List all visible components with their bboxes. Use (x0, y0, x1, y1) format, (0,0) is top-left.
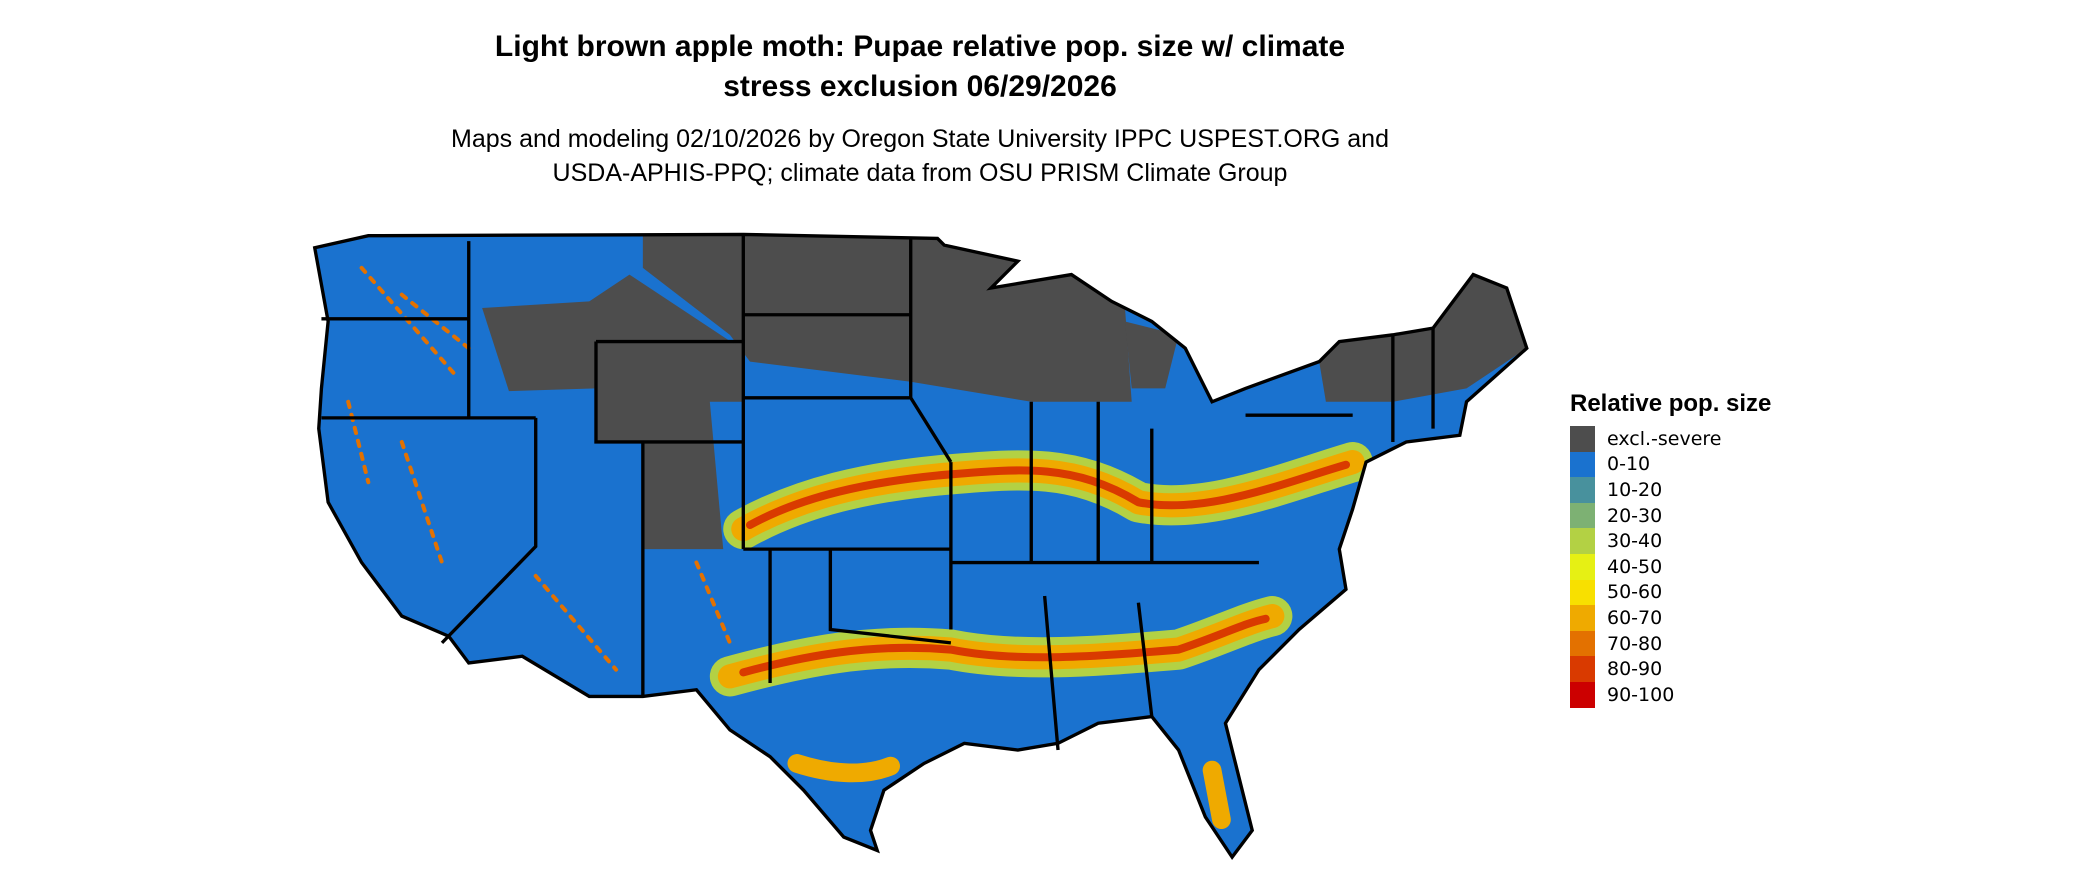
legend-swatch (1570, 681, 1595, 708)
legend-swatch (1570, 656, 1595, 682)
legend-swatch (1570, 553, 1595, 580)
legend-label: excl.-severe (1607, 427, 1722, 450)
excluded-region-northeast (1319, 274, 1527, 402)
band-west-speckle (346, 265, 732, 672)
legend-swatch (1570, 477, 1595, 503)
legend-swatch (1570, 579, 1595, 606)
legend-swatch (1570, 528, 1595, 554)
title-line-2: stress exclusion 06/29/2026 (723, 70, 1117, 103)
legend-swatch (1570, 502, 1595, 529)
legend-item: 10-20 (1570, 477, 1771, 503)
legend-item: 40-50 (1570, 553, 1771, 580)
legend-item: 30-40 (1570, 528, 1771, 554)
legend-swatch (1570, 451, 1595, 478)
legend-label: 70-80 (1607, 632, 1663, 655)
legend-swatch (1570, 630, 1595, 657)
state-boundaries (313, 232, 1529, 859)
subtitle-line-2: USDA-APHIS-PPQ; climate data from OSU PR… (552, 159, 1288, 187)
legend-item: 70-80 (1570, 630, 1771, 657)
excluded-region-michigan (1125, 321, 1179, 389)
excluded-region-idaho-montana (482, 274, 737, 392)
legend-label: 0-10 (1607, 453, 1651, 476)
legend-item: 90-100 (1570, 681, 1771, 708)
legend-label: 40-50 (1607, 555, 1663, 578)
excluded-region-rockies (595, 341, 744, 550)
legend-swatch (1570, 426, 1595, 452)
legend-label: 10-20 (1607, 478, 1663, 501)
legend-label: 80-90 (1607, 658, 1663, 681)
legend-label: 30-40 (1607, 530, 1663, 553)
legend-label: 90-100 (1607, 683, 1675, 706)
subtitle-line-1: Maps and modeling 02/10/2026 by Oregon S… (451, 125, 1389, 153)
legend-item: 60-70 (1570, 605, 1771, 631)
legend-item: 80-90 (1570, 656, 1771, 682)
band-south-core (739, 614, 1270, 677)
legend-label: 20-30 (1607, 504, 1663, 527)
legend-label: 50-60 (1607, 581, 1663, 604)
title-line-1: Light brown apple moth: Pupae relative p… (494, 30, 1346, 63)
legend-item: 20-30 (1570, 502, 1771, 529)
legend-item: 50-60 (1570, 579, 1771, 606)
band-florida (1202, 760, 1231, 830)
legend-label: 60-70 (1607, 606, 1663, 629)
band-texas-coast (787, 754, 900, 783)
legend-item: excl.-severe (1570, 426, 1771, 452)
legend-item: 0-10 (1570, 451, 1771, 478)
legend-title: Relative pop. size (1570, 390, 1772, 417)
legend-swatch (1570, 605, 1595, 631)
band-central-core (745, 460, 1350, 530)
legend: Relative pop. size excl.-severe 0-10 10-20… (1570, 390, 1771, 708)
